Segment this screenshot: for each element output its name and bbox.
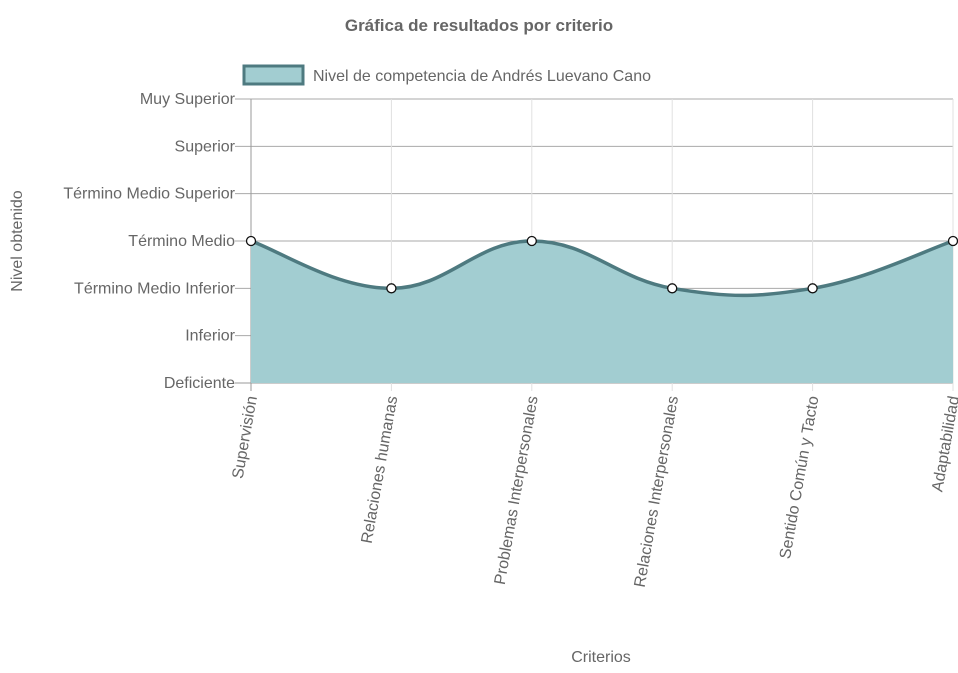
area-layer	[250, 239, 954, 383]
data-point[interactable]	[807, 283, 818, 294]
y-tick-label: Término Medio	[128, 233, 235, 250]
y-tick-label: Deficiente	[164, 375, 235, 392]
legend[interactable]: Nivel de competencia de Andrés Luevano C…	[242, 64, 651, 86]
y-tick-label: Superior	[175, 138, 236, 155]
y-tick-label: Término Medio Superior	[63, 186, 235, 203]
series-area	[250, 239, 954, 383]
x-tick-label: Relaciones Interpersonales	[632, 395, 682, 589]
area-fill	[251, 241, 953, 383]
x-tick-label: Adaptabilidad	[929, 395, 958, 493]
x-axis-title: Criterios	[571, 649, 631, 666]
legend-label[interactable]: Nivel de competencia de Andrés Luevano C…	[313, 68, 651, 85]
x-tick-label: Sentido Común y Tacto	[777, 395, 822, 561]
data-point[interactable]	[526, 235, 537, 247]
data-point[interactable]	[245, 235, 257, 247]
data-point[interactable]	[386, 283, 397, 294]
data-point[interactable]	[947, 235, 958, 247]
y-axis: Deficiente Inferior Término Medio Inferior…	[63, 91, 235, 392]
x-tick-label: Problemas Interpersonales	[492, 395, 542, 586]
x-tick-label: Supervisión	[230, 395, 261, 480]
x-tick-label: Relaciones humanas	[359, 395, 402, 545]
chart-title: Gráfica de resultados por criterio	[345, 16, 613, 35]
series-line	[250, 239, 954, 298]
legend-swatch[interactable]	[242, 64, 305, 86]
data-points	[245, 235, 958, 294]
y-tick-label: Término Medio Inferior	[74, 280, 236, 297]
data-point[interactable]	[667, 283, 678, 294]
y-tick-label: Muy Superior	[140, 91, 236, 108]
x-axis: Supervisión Relaciones humanas Problemas I…	[230, 395, 958, 589]
y-tick-label: Inferior	[185, 328, 235, 345]
y-axis-title: Nivel obtenido	[9, 190, 26, 292]
